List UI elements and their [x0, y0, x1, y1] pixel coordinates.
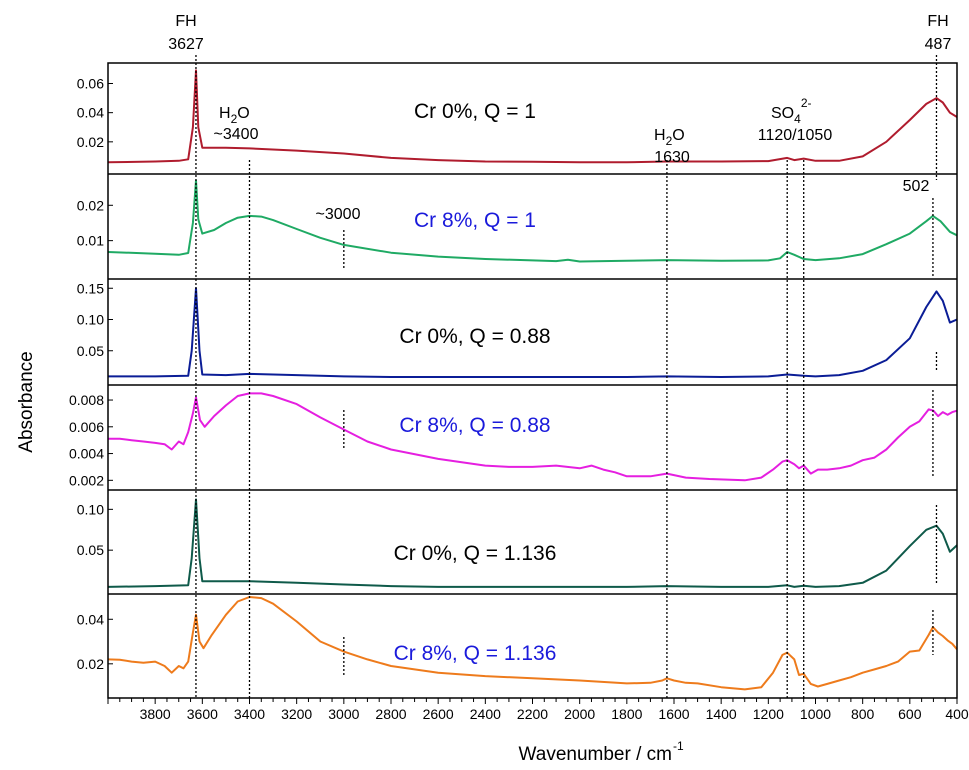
- x-tick-label: 1000: [800, 706, 831, 722]
- y-tick-label: 0.02: [77, 656, 104, 672]
- y-tick-label: 0.02: [77, 134, 104, 150]
- series-label: Cr 8%, Q = 0.88: [399, 414, 550, 437]
- y-tick-label: 0.002: [69, 472, 104, 488]
- panel-5: 0.05 0.10 Cr 0%, Q = 1.136: [77, 498, 958, 588]
- annotation-h2o-3400-label: H2O: [219, 105, 250, 126]
- y-tick-label: 0.05: [77, 542, 104, 558]
- y-tick-label: 0.10: [77, 501, 104, 517]
- series-label: Cr 0%, Q = 1: [414, 100, 536, 123]
- series-line-4: [108, 392, 958, 482]
- annotation-h2o-3400-value: ~3400: [214, 126, 259, 143]
- panel-1: 0.02 0.04 0.06 Cr 0%, Q = 1: [77, 69, 958, 164]
- annotation-h2o-1630-label: H2O: [654, 127, 685, 148]
- series-line-3: [108, 287, 958, 378]
- series-label: Cr 8%, Q = 1.136: [394, 642, 557, 665]
- x-tick-label: 1800: [611, 706, 642, 722]
- x-tick-label: 400: [945, 706, 969, 722]
- series-line-2: [107, 179, 958, 263]
- x-tick-label: 600: [898, 706, 922, 722]
- x-tick-label: 3400: [234, 706, 265, 722]
- panel-4: 0.002 0.004 0.006 0.008 Cr 8%, Q = 0.88: [69, 392, 958, 488]
- x-tick-label: 1600: [658, 706, 689, 722]
- series-line-5: [107, 498, 958, 588]
- annotation-fh-left-top: FH: [175, 13, 196, 30]
- series-line-6: [107, 596, 958, 691]
- y-tick-label: 0.006: [69, 419, 104, 435]
- x-tick-label: 2600: [423, 706, 454, 722]
- x-tick-label: 2200: [517, 706, 548, 722]
- y-tick-label: 0.008: [69, 392, 104, 408]
- annotation-502: 502: [903, 178, 930, 195]
- panels: 0.02 0.04 0.06 Cr 0%, Q = 1 0.01 0.02 Cr 8%, Q…: [69, 62, 958, 699]
- y-tick-label: 0.04: [77, 611, 104, 627]
- panel-6: 0.02 0.04 Cr 8%, Q = 1.136: [77, 596, 958, 691]
- marker-lines: [195, 55, 938, 698]
- x-tick-label: 800: [851, 706, 875, 722]
- x-tick-label: 3000: [328, 706, 359, 722]
- series-label: Cr 0%, Q = 1.136: [394, 542, 557, 565]
- y-tick-label: 0.01: [77, 233, 104, 249]
- y-tick-label: 0.15: [77, 280, 104, 296]
- series-label: Cr 8%, Q = 1: [414, 209, 536, 232]
- x-axis: 3800 3600 3400 3200 3000 2800 2600 2400 2200 2000…: [107, 698, 969, 722]
- x-tick-label: 2400: [470, 706, 501, 722]
- y-tick-label: 0.10: [77, 312, 104, 328]
- annotation-so4-label: SO42-: [771, 96, 811, 126]
- y-tick-label: 0.06: [77, 76, 104, 92]
- annotation-3000: ~3000: [316, 206, 361, 223]
- x-tick-label: 3600: [187, 706, 218, 722]
- annotation-h2o-1630-value: 1630: [654, 149, 690, 166]
- y-tick-label: 0.04: [77, 105, 104, 121]
- annotation-so4-value: 1120/1050: [758, 127, 833, 144]
- annotation-fh-left-value: 3627: [168, 36, 204, 53]
- annotation-fh-right-top: FH: [927, 13, 948, 30]
- x-tick-label: 1400: [706, 706, 737, 722]
- panel-2: 0.01 0.02 Cr 8%, Q = 1: [77, 179, 958, 263]
- series-line-1: [107, 69, 958, 164]
- x-tick-label: 1200: [753, 706, 784, 722]
- x-tick-label: 3200: [281, 706, 312, 722]
- x-tick-label: 2000: [564, 706, 595, 722]
- x-axis-label-superscript: -1: [673, 739, 684, 753]
- panel-3: 0.05 0.10 0.15 Cr 0%, Q = 0.88: [77, 280, 958, 378]
- x-axis-label: Wavenumber / cm: [519, 744, 672, 765]
- series-label: Cr 0%, Q = 0.88: [399, 325, 550, 348]
- y-tick-label: 0.004: [69, 446, 104, 462]
- y-tick-label: 0.02: [77, 197, 104, 213]
- y-tick-label: 0.05: [77, 343, 104, 359]
- y-axis-label: Absorbance: [16, 351, 37, 452]
- annotation-fh-right-value: 487: [925, 36, 952, 53]
- x-tick-label: 2800: [375, 706, 406, 722]
- x-tick-label: 3800: [140, 706, 171, 722]
